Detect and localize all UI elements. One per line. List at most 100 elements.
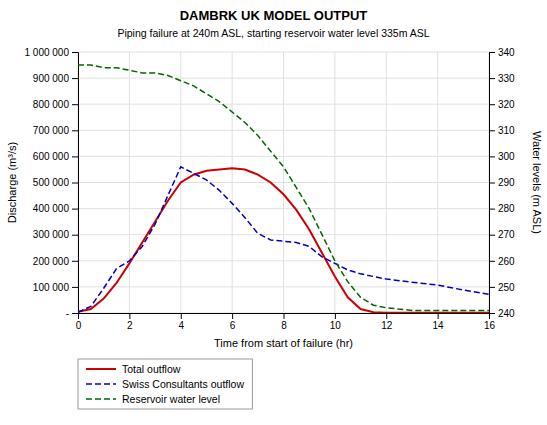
tick-label: 240 xyxy=(498,308,515,319)
legend-swatch xyxy=(86,383,116,385)
tick-label: 100 000 xyxy=(33,282,70,293)
tick: 270 xyxy=(489,229,515,240)
tick-label: 330 xyxy=(498,73,515,84)
tick-mark xyxy=(72,156,78,157)
tick: 900 000 xyxy=(33,73,78,84)
tick: 260 xyxy=(489,256,515,267)
tick: 4 xyxy=(178,313,184,331)
tick: 320 xyxy=(489,99,515,110)
legend-frame xyxy=(78,359,252,409)
tick-label: 280 xyxy=(498,203,515,214)
tick-label: 200 000 xyxy=(33,256,70,267)
legend-swatch xyxy=(86,368,116,370)
tick-label: 250 xyxy=(498,282,515,293)
grid-line-y xyxy=(78,286,489,287)
legend-label: Swiss Consultants outflow xyxy=(122,378,244,390)
y2-axis: 240 250 260 270 280 290 300 310 320 330 340 xyxy=(489,47,515,319)
legend: Total outflow Swiss Consultants outflow Re… xyxy=(78,359,252,409)
tick: 340 xyxy=(489,47,515,58)
tick: 700 000 xyxy=(33,125,78,136)
tick-label: 900 000 xyxy=(33,73,70,84)
tick-mark xyxy=(489,104,495,105)
tick-mark xyxy=(489,183,495,184)
grid-line-y xyxy=(78,208,489,209)
tick-label: 10 xyxy=(330,320,342,331)
tick-label: 12 xyxy=(381,320,393,331)
grid-line-y xyxy=(78,52,489,53)
tick: 0 xyxy=(76,313,82,331)
grid-line-y xyxy=(78,104,489,105)
axis-line xyxy=(79,314,490,320)
tick-label: 340 xyxy=(498,47,515,58)
tick: 240 xyxy=(489,308,515,319)
x-axis-title: Time from start of failure (hr) xyxy=(214,337,353,349)
tick-label: 2 xyxy=(127,320,133,331)
tick: 200 000 xyxy=(33,256,78,267)
tick: 800 000 xyxy=(33,99,78,110)
legend-label: Reservoir water level xyxy=(122,393,220,405)
tick: 500 000 xyxy=(33,177,78,188)
tick-label: 500 000 xyxy=(33,177,70,188)
tick-label: 4 xyxy=(178,320,184,331)
tick: 290 xyxy=(489,177,515,188)
tick-label: 270 xyxy=(498,229,515,240)
tick: 330 xyxy=(489,73,515,84)
tick-mark xyxy=(438,313,439,319)
tick: 6 xyxy=(230,313,236,331)
tick-mark xyxy=(72,287,78,288)
y-axis-title: Discharge (m³/s) xyxy=(6,142,18,223)
tick-mark xyxy=(72,104,78,105)
tick-mark xyxy=(489,78,495,79)
x-axis: 0 2 4 6 8 10 12 14 16 xyxy=(76,313,496,331)
grid-line-y xyxy=(78,260,489,261)
tick-label: 6 xyxy=(230,320,236,331)
tick: 1 000 000 xyxy=(25,47,79,58)
tick-mark xyxy=(489,313,495,314)
tick: 16 xyxy=(484,313,496,331)
tick-label: 8 xyxy=(281,320,287,331)
subtitle: Piping failure at 240m ASL, starting res… xyxy=(117,27,429,39)
tick: 400 000 xyxy=(33,203,78,214)
series-line xyxy=(78,168,489,313)
tick-mark xyxy=(72,209,78,210)
tick-mark xyxy=(72,261,78,262)
axis-line xyxy=(490,53,496,314)
axis-line xyxy=(72,53,79,314)
grid-line-y xyxy=(78,182,489,183)
tick: 10 xyxy=(330,313,342,331)
tick-label: 600 000 xyxy=(33,151,70,162)
tick-mark xyxy=(489,156,495,157)
tick-label: 310 xyxy=(498,125,515,136)
tick-label: 400 000 xyxy=(33,203,70,214)
grid-line-y xyxy=(78,156,489,157)
tick: 300 xyxy=(489,151,515,162)
tick: 100 000 xyxy=(33,282,78,293)
tick-mark xyxy=(489,130,495,131)
tick-mark xyxy=(284,313,285,319)
tick-mark xyxy=(72,130,78,131)
tick: - xyxy=(66,308,78,319)
tick-mark xyxy=(72,52,78,53)
tick-mark xyxy=(232,313,233,319)
tick: 14 xyxy=(433,313,445,331)
tick: 250 xyxy=(489,282,515,293)
y-axis: -100 000200 000300 000400 000500 000600 … xyxy=(25,47,79,319)
legend-swatch xyxy=(86,398,116,400)
tick: 12 xyxy=(381,313,393,331)
tick-label: 800 000 xyxy=(33,99,70,110)
tick-mark xyxy=(489,52,495,53)
y2-axis-title: Water levels (m ASL) xyxy=(531,131,543,234)
tick-label: 1 000 000 xyxy=(25,47,70,58)
tick: 2 xyxy=(127,313,133,331)
tick-mark xyxy=(489,209,495,210)
tick-label: 320 xyxy=(498,99,515,110)
tick-label: 0 xyxy=(76,320,82,331)
grid xyxy=(78,52,489,313)
tick-label: 260 xyxy=(498,256,515,267)
tick-label: 300 xyxy=(498,151,515,162)
tick-mark xyxy=(72,183,78,184)
legend-label: Total outflow xyxy=(122,363,181,375)
tick-label: 290 xyxy=(498,177,515,188)
tick: 8 xyxy=(281,313,287,331)
tick-mark xyxy=(386,313,387,319)
